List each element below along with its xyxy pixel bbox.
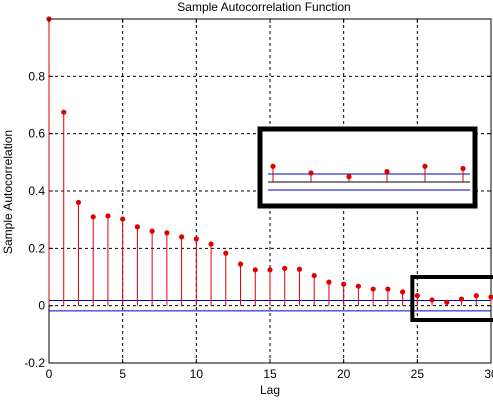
stem-marker [105,213,111,219]
stem-marker [400,289,406,295]
stem-marker [120,216,126,222]
x-tick-label: 25 [411,367,425,381]
y-tick-label: 0.8 [28,69,45,83]
stem-marker [179,234,185,240]
y-tick-label: 0.4 [28,184,45,198]
y-tick-label: 0 [38,299,45,313]
x-tick-label: 5 [119,367,126,381]
inset-stem-marker [308,170,314,176]
inset-stem-marker [460,165,466,172]
stem-marker [385,286,391,292]
x-tick-label: 20 [337,367,351,381]
stem-marker [237,261,244,267]
y-axis-label: Sample Autocorrelation [1,130,15,254]
x-axis-label: Lag [260,383,280,397]
stem-marker [61,109,67,115]
stem-marker [208,241,214,247]
y-tick-label: 0.6 [28,127,45,141]
stem-marker [193,236,199,242]
stem-marker [149,228,155,234]
inset-stem-marker [422,163,428,169]
x-tick-label: 0 [46,367,53,381]
y-tick-label: 0.2 [28,241,45,255]
ticks-layer: 051015202530-0.200.20.40.60.8 [24,19,493,381]
x-tick-label: 10 [190,367,204,381]
stem-marker [252,267,258,273]
stem-marker [341,281,347,287]
stem-marker [429,297,435,303]
stem-marker [326,279,332,285]
y-tick-label: -0.2 [24,356,45,370]
zoom-inset-box [257,126,478,209]
stem-marker [223,250,229,256]
stem-marker [267,267,273,273]
stem-marker [458,296,465,302]
inset-stem-marker [346,174,352,180]
stem-marker [355,283,361,289]
stem-marker [311,272,317,279]
chart-title: Sample Autocorrelation Function [177,0,350,14]
stem-marker [90,214,96,220]
stem-marker [282,265,288,271]
inset-stem-marker [270,163,276,169]
stem-marker [370,286,376,292]
stem-marker [488,294,493,300]
stem-marker [296,266,303,272]
zoom-layer [257,126,493,322]
stem-marker [164,230,170,236]
x-tick-label: 15 [263,367,277,381]
stem-marker [414,293,420,299]
stem-marker [444,299,450,305]
stem-marker [75,199,82,206]
zoom-source-box [410,275,493,322]
inset-stem-marker [384,169,390,175]
stem-marker [473,293,479,299]
x-tick-label: 30 [484,367,493,381]
stems-layer [46,16,493,306]
stem-marker [134,224,140,230]
